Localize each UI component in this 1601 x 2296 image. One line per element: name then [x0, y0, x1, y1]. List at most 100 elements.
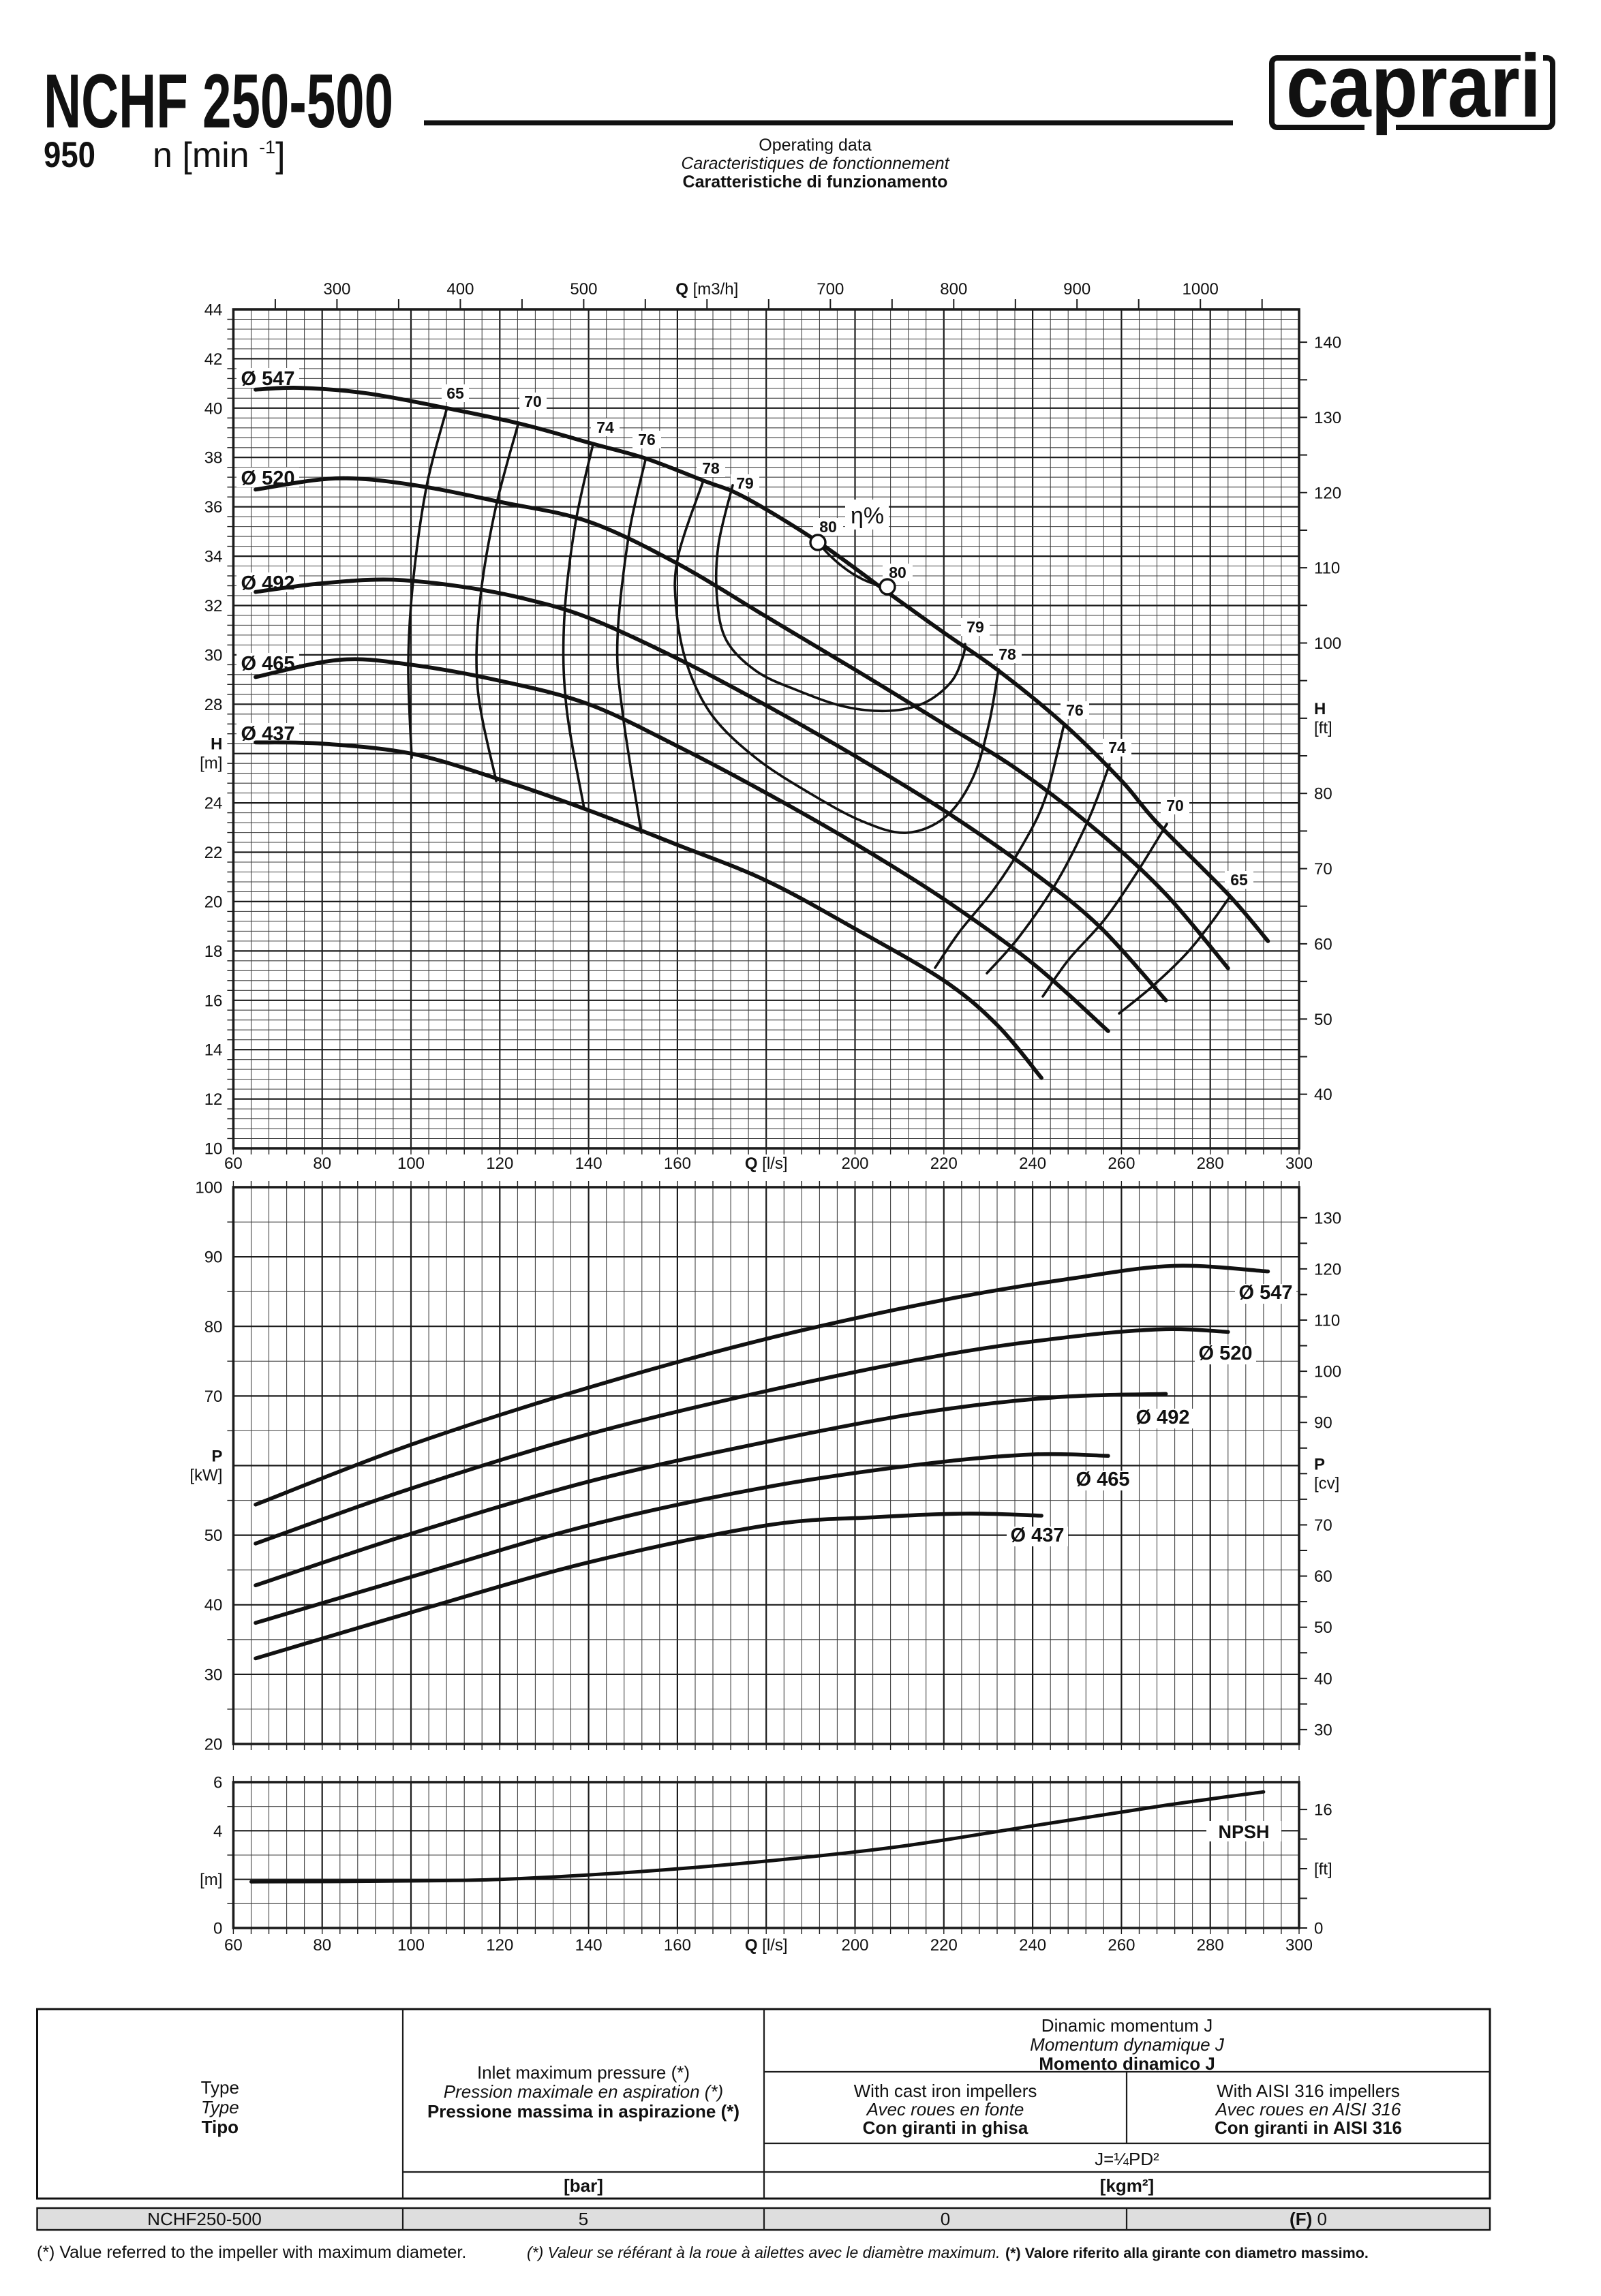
svg-text:120: 120	[1314, 484, 1341, 502]
svg-text:1000: 1000	[1183, 280, 1219, 299]
svg-text:Ø 547: Ø 547	[1239, 1282, 1293, 1304]
svg-text:120: 120	[486, 1154, 513, 1173]
svg-text:6: 6	[213, 1774, 222, 1792]
svg-text:300: 300	[323, 280, 350, 299]
svg-text:H: H	[1314, 700, 1326, 718]
svg-text:800: 800	[940, 280, 967, 299]
svg-text:Avec roues en fonte: Avec roues en fonte	[866, 2099, 1024, 2119]
svg-text:12: 12	[204, 1090, 223, 1109]
svg-text:60: 60	[1314, 935, 1332, 953]
svg-text:[kW]: [kW]	[189, 1467, 222, 1485]
svg-text:74: 74	[1108, 739, 1126, 756]
svg-text:240: 240	[1019, 1936, 1046, 1955]
svg-text:140: 140	[1314, 334, 1341, 352]
svg-text:Operating data: Operating data	[759, 136, 871, 155]
svg-text:Dinamic momentum J: Dinamic momentum J	[1041, 2015, 1213, 2036]
svg-text:200: 200	[841, 1154, 868, 1173]
svg-text:Ø 520: Ø 520	[241, 468, 295, 489]
svg-text:18: 18	[204, 943, 223, 961]
svg-text:80: 80	[313, 1154, 331, 1173]
svg-text:H: H	[211, 735, 222, 754]
svg-text:(*) Valeur se référant à la ro: (*) Valeur se référant à la roue à ailet…	[527, 2244, 1001, 2261]
svg-text:78: 78	[702, 459, 720, 477]
svg-text:65: 65	[446, 384, 464, 402]
svg-text:Ø 492: Ø 492	[241, 572, 295, 594]
svg-text:16: 16	[204, 992, 223, 1010]
svg-text:38: 38	[204, 449, 223, 468]
svg-text:200: 200	[841, 1936, 868, 1955]
svg-text:NCHF 250-500: NCHF 250-500	[44, 59, 393, 144]
svg-text:110: 110	[1314, 1312, 1340, 1330]
svg-text:79: 79	[966, 618, 984, 636]
svg-text:50: 50	[204, 1527, 223, 1545]
svg-text:5: 5	[579, 2209, 588, 2229]
svg-text:34: 34	[204, 548, 223, 566]
svg-text:22: 22	[204, 844, 223, 862]
svg-text:20: 20	[204, 1736, 223, 1754]
svg-text:Q [l/s]: Q [l/s]	[745, 1154, 788, 1173]
svg-text:50: 50	[1314, 1011, 1332, 1029]
svg-text:Type: Type	[201, 2077, 239, 2098]
svg-text:260: 260	[1108, 1154, 1135, 1173]
svg-text:280: 280	[1197, 1936, 1224, 1955]
svg-text:70: 70	[1314, 1516, 1332, 1535]
svg-text:24: 24	[204, 795, 223, 813]
svg-text:120: 120	[486, 1936, 513, 1955]
svg-text:220: 220	[930, 1936, 958, 1955]
svg-text:80: 80	[889, 564, 906, 581]
svg-text:40: 40	[1314, 1086, 1332, 1104]
svg-text:NCHF250-500: NCHF250-500	[147, 2209, 262, 2229]
svg-text:70: 70	[204, 1388, 223, 1406]
svg-text:P: P	[1314, 1455, 1325, 1473]
svg-text:40: 40	[1314, 1670, 1332, 1688]
svg-text:[bar]: [bar]	[564, 2175, 603, 2196]
svg-text:Ø 465: Ø 465	[241, 653, 295, 675]
svg-text:Con giranti in AISI 316: Con giranti in AISI 316	[1215, 2117, 1402, 2138]
svg-text:Ø 437: Ø 437	[241, 723, 295, 745]
svg-text:220: 220	[930, 1154, 958, 1173]
svg-text:80: 80	[819, 518, 837, 536]
svg-text:130: 130	[1314, 409, 1341, 427]
svg-text:70: 70	[1314, 860, 1332, 878]
svg-text:[cv]: [cv]	[1314, 1474, 1339, 1493]
svg-text:65: 65	[1230, 871, 1248, 889]
svg-text:70: 70	[524, 393, 542, 410]
svg-text:30: 30	[1314, 1721, 1332, 1739]
svg-text:36: 36	[204, 498, 223, 517]
svg-text:300: 300	[1285, 1936, 1313, 1955]
svg-text:Momento dinamico J: Momento dinamico J	[1039, 2053, 1215, 2074]
svg-text:Caratteristiche di funzionamen: Caratteristiche di funzionamento	[683, 172, 948, 192]
svg-text:Pressione massima in aspirazio: Pressione massima in aspirazione (*)	[427, 2101, 739, 2122]
svg-text:Ø 465: Ø 465	[1076, 1469, 1130, 1490]
svg-text:Ø 547: Ø 547	[241, 368, 295, 390]
svg-text:Ø 437: Ø 437	[1011, 1525, 1065, 1546]
svg-text:14: 14	[204, 1041, 223, 1060]
svg-text:Con giranti in ghisa: Con giranti in ghisa	[863, 2117, 1028, 2138]
svg-text:240: 240	[1019, 1154, 1046, 1173]
svg-text:90: 90	[1314, 1414, 1332, 1433]
svg-text:80: 80	[313, 1936, 331, 1955]
svg-text:80: 80	[1314, 785, 1332, 803]
svg-text:[ft]: [ft]	[1314, 1861, 1332, 1879]
svg-text:70: 70	[1166, 797, 1184, 814]
svg-text:n [min -1]: n [min -1]	[153, 136, 286, 175]
svg-text:16: 16	[1314, 1801, 1332, 1820]
svg-text:[m]: [m]	[200, 1871, 222, 1889]
svg-text:500: 500	[570, 280, 597, 299]
svg-text:300: 300	[1285, 1154, 1313, 1173]
svg-text:20: 20	[204, 893, 223, 911]
svg-text:110: 110	[1314, 560, 1340, 578]
svg-text:[m]: [m]	[200, 754, 222, 773]
svg-text:78: 78	[998, 645, 1016, 663]
svg-text:700: 700	[817, 280, 844, 299]
svg-text:caprari: caprari	[1286, 35, 1541, 136]
svg-text:32: 32	[204, 597, 223, 615]
svg-text:η%: η%	[851, 503, 884, 529]
svg-text:(F) 0: (F) 0	[1290, 2209, 1327, 2229]
svg-text:90: 90	[204, 1249, 223, 1267]
svg-text:76: 76	[638, 431, 656, 448]
svg-text:0: 0	[1314, 1920, 1323, 1938]
svg-text:30: 30	[204, 646, 223, 664]
svg-text:Ø 492: Ø 492	[1136, 1407, 1190, 1428]
svg-text:With AISI 316 impellers: With AISI 316 impellers	[1217, 2081, 1400, 2101]
